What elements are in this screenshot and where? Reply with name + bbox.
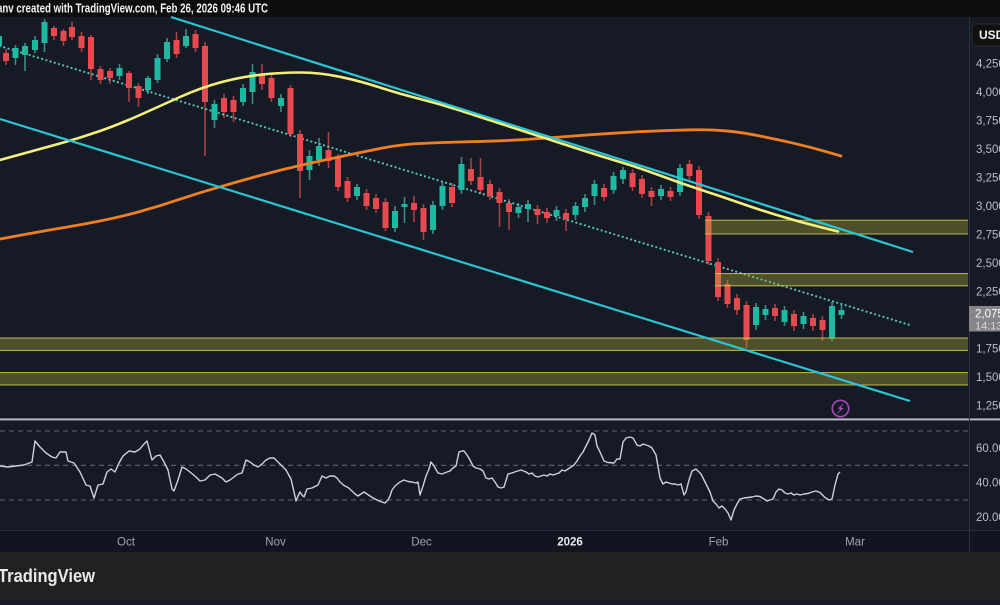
svg-text:3,750: 3,750 [976, 116, 1000, 128]
svg-text:4,250: 4,250 [976, 59, 1000, 71]
svg-text:60.00: 60.00 [976, 443, 1000, 455]
svg-text:Feb: Feb [709, 537, 729, 549]
svg-text:2,075: 2,075 [975, 309, 1000, 321]
svg-text:20.00: 20.00 [976, 512, 1000, 524]
svg-text:1,750: 1,750 [976, 344, 1000, 356]
svg-text:Mar: Mar [845, 537, 865, 549]
svg-text:Dec: Dec [411, 537, 432, 549]
svg-text:2,750: 2,750 [976, 230, 1000, 242]
svg-text:2,250: 2,250 [976, 287, 1000, 299]
svg-text:3,000: 3,000 [976, 201, 1000, 213]
svg-text:1,500: 1,500 [976, 372, 1000, 384]
svg-text:40.00: 40.00 [976, 478, 1000, 490]
svg-text:TradingView: TradingView [0, 565, 96, 586]
svg-text:2,500: 2,500 [976, 258, 1000, 270]
svg-text:4,000: 4,000 [976, 87, 1000, 99]
svg-text:2026: 2026 [557, 537, 583, 549]
svg-text:anv created with TradingView.c: anv created with TradingView.com, Feb 26… [0, 2, 268, 16]
svg-text:Nov: Nov [265, 537, 286, 549]
svg-text:3,250: 3,250 [976, 173, 1000, 185]
svg-text:Oct: Oct [117, 537, 136, 549]
svg-text:14:13: 14:13 [975, 321, 1000, 333]
svg-text:USDT: USDT [979, 28, 1000, 42]
svg-text:1,250: 1,250 [976, 401, 1000, 413]
svg-text:3,500: 3,500 [976, 144, 1000, 156]
